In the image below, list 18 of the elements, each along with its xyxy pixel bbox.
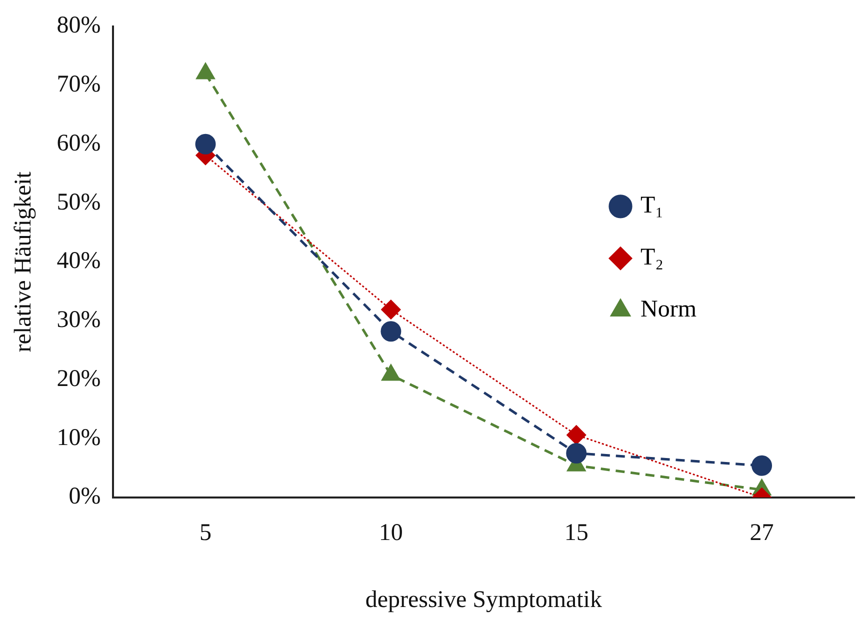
y-tick-label: 30% [56,307,101,334]
y-tick-label: 50% [56,189,101,216]
legend-label: T₂ [640,244,664,271]
x-tick-label: 5 [200,520,212,546]
y-tick-label: 20% [56,366,101,392]
x-tick-label: 10 [378,520,403,546]
x-axis-title: depressive Symptomatik [365,586,602,613]
legend-label: Norm [640,296,697,323]
y-tick-label: 70% [56,72,101,98]
y-tick-label: 40% [56,248,101,274]
x-tick-label: 15 [564,520,588,546]
legend-label: T₁ [640,192,664,219]
y-tick-label: 60% [56,130,101,156]
y-tick-label: 0% [68,484,101,510]
x-tick-label: 27 [750,520,774,546]
y-axis-title: relative Häufigkeit [10,171,37,352]
y-tick-label: 80% [56,12,101,39]
y-tick-label: 10% [56,424,101,451]
